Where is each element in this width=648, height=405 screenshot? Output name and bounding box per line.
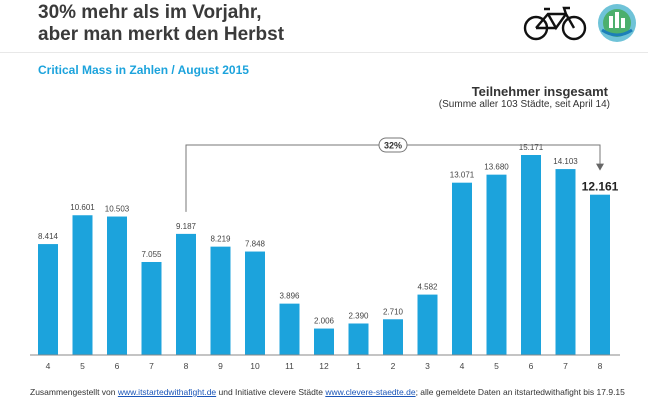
bar [417, 294, 438, 355]
bar-value-label: 3.896 [279, 292, 300, 301]
x-tick-label: 4 [46, 361, 51, 371]
annotation-label: 32% [384, 141, 402, 151]
bar-value-label: 9.187 [176, 222, 197, 231]
header-divider [0, 52, 648, 53]
x-tick-label: 7 [563, 361, 568, 371]
bar-value-label: 10.601 [70, 203, 95, 212]
bar-value-label: 2.710 [383, 307, 404, 316]
x-tick-label: 4 [460, 361, 465, 371]
bar [555, 169, 576, 355]
bar-value-label: 2.006 [314, 317, 335, 326]
footer-text-2: und Initiative clevere Städte [216, 387, 326, 397]
bar [590, 194, 610, 355]
annotation-arrowhead [596, 163, 604, 171]
bar-value-label: 14.103 [553, 157, 578, 166]
bar-value-label: 12.161 [582, 180, 619, 194]
bar [486, 174, 507, 355]
bar [107, 216, 127, 355]
bar [141, 261, 162, 355]
x-tick-label: 10 [250, 361, 260, 371]
x-tick-label: 6 [529, 361, 534, 371]
bar-value-label: 2.390 [348, 311, 369, 320]
bar-value-label: 15.171 [519, 143, 544, 152]
side-subtitle: (Summe aller 103 Städte, seit April 14) [438, 99, 610, 110]
annotation-badge [378, 137, 408, 153]
bar [72, 215, 93, 355]
chart-subtitle: Critical Mass in Zahlen / August 2015 [38, 63, 249, 77]
x-tick-label: 5 [80, 361, 85, 371]
bar-value-label: 8.414 [38, 232, 59, 241]
bar-value-label: 13.680 [484, 163, 509, 172]
bar-value-label: 13.071 [450, 171, 475, 180]
bar [348, 323, 369, 355]
bar [279, 303, 300, 355]
page-title: 30% mehr als im Vorjahr, aber man merkt … [38, 2, 438, 46]
title-line-1: 30% mehr als im Vorjahr, [38, 2, 262, 23]
x-tick-label: 8 [184, 361, 189, 371]
x-tick-label: 2 [391, 361, 396, 371]
bar-value-label: 7.848 [245, 240, 266, 249]
footer-credits: Zusammengestellt von www.itstartedwithaf… [30, 387, 640, 397]
bicycle-icon [523, 6, 587, 41]
x-tick-label: 5 [494, 361, 499, 371]
x-tick-label: 12 [319, 361, 329, 371]
bar [314, 328, 334, 355]
x-tick-label: 3 [425, 361, 430, 371]
bar [521, 155, 541, 355]
bar [383, 319, 403, 355]
bar [452, 182, 472, 355]
bar-value-label: 7.055 [141, 250, 162, 259]
bar-value-label: 4.582 [417, 283, 438, 292]
x-tick-label: 8 [598, 361, 603, 371]
x-tick-label: 6 [115, 361, 120, 371]
footer-text-3: ; alle gemeldete Daten an itstartedwitha… [415, 387, 625, 397]
title-line-2: aber man merkt den Herbst [38, 24, 285, 45]
x-tick-label: 9 [218, 361, 223, 371]
bar [210, 246, 231, 355]
footer-link-itstartedwithafight[interactable]: www.itstartedwithafight.de [117, 387, 217, 397]
x-tick-label: 1 [356, 361, 361, 371]
clevere-staedte-logo [598, 4, 636, 42]
side-title: Teilnehmer insgesamt [471, 84, 608, 99]
x-tick-label: 7 [149, 361, 154, 371]
bar-value-label: 10.503 [105, 205, 130, 214]
bar-value-label: 8.219 [210, 235, 231, 244]
bar [176, 233, 196, 355]
footer-text-1: Zusammengestellt von [30, 387, 118, 397]
x-tick-label: 11 [285, 361, 294, 371]
bar [245, 251, 265, 355]
footer-link-clevere-staedte[interactable]: www.clevere-staedte.de [325, 387, 416, 397]
bar [38, 244, 58, 355]
